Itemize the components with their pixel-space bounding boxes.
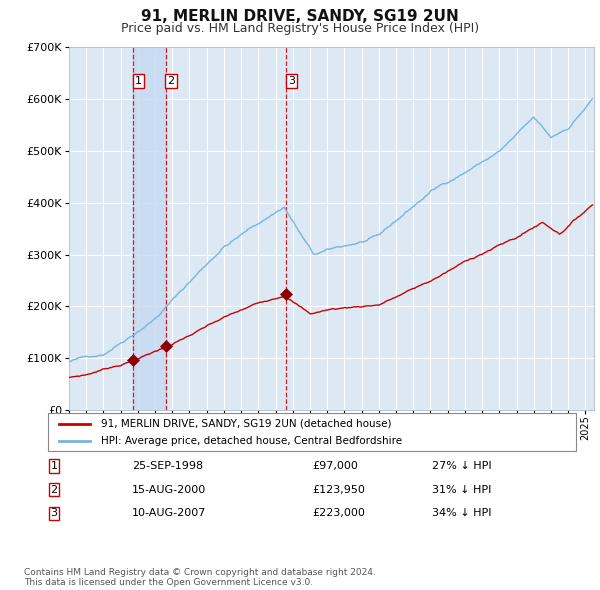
Text: 2: 2 xyxy=(167,76,175,86)
Bar xyxy=(133,47,166,410)
Text: 10-AUG-2007: 10-AUG-2007 xyxy=(132,509,206,518)
Text: 15-AUG-2000: 15-AUG-2000 xyxy=(132,485,206,494)
Text: 25-SEP-1998: 25-SEP-1998 xyxy=(132,461,203,471)
Text: 1: 1 xyxy=(135,76,142,86)
Text: 27% ↓ HPI: 27% ↓ HPI xyxy=(432,461,491,471)
Text: HPI: Average price, detached house, Central Bedfordshire: HPI: Average price, detached house, Cent… xyxy=(101,435,402,445)
FancyBboxPatch shape xyxy=(48,413,576,451)
Text: 34% ↓ HPI: 34% ↓ HPI xyxy=(432,509,491,518)
Text: 91, MERLIN DRIVE, SANDY, SG19 2UN (detached house): 91, MERLIN DRIVE, SANDY, SG19 2UN (detac… xyxy=(101,419,391,429)
Text: £223,000: £223,000 xyxy=(312,509,365,518)
Text: 31% ↓ HPI: 31% ↓ HPI xyxy=(432,485,491,494)
Text: 2: 2 xyxy=(50,485,58,494)
Text: Price paid vs. HM Land Registry's House Price Index (HPI): Price paid vs. HM Land Registry's House … xyxy=(121,22,479,35)
Text: 1: 1 xyxy=(50,461,58,471)
Text: Contains HM Land Registry data © Crown copyright and database right 2024.
This d: Contains HM Land Registry data © Crown c… xyxy=(24,568,376,587)
Text: £97,000: £97,000 xyxy=(312,461,358,471)
Text: 91, MERLIN DRIVE, SANDY, SG19 2UN: 91, MERLIN DRIVE, SANDY, SG19 2UN xyxy=(141,9,459,24)
Text: 3: 3 xyxy=(288,76,295,86)
Text: 3: 3 xyxy=(50,509,58,518)
Text: £123,950: £123,950 xyxy=(312,485,365,494)
